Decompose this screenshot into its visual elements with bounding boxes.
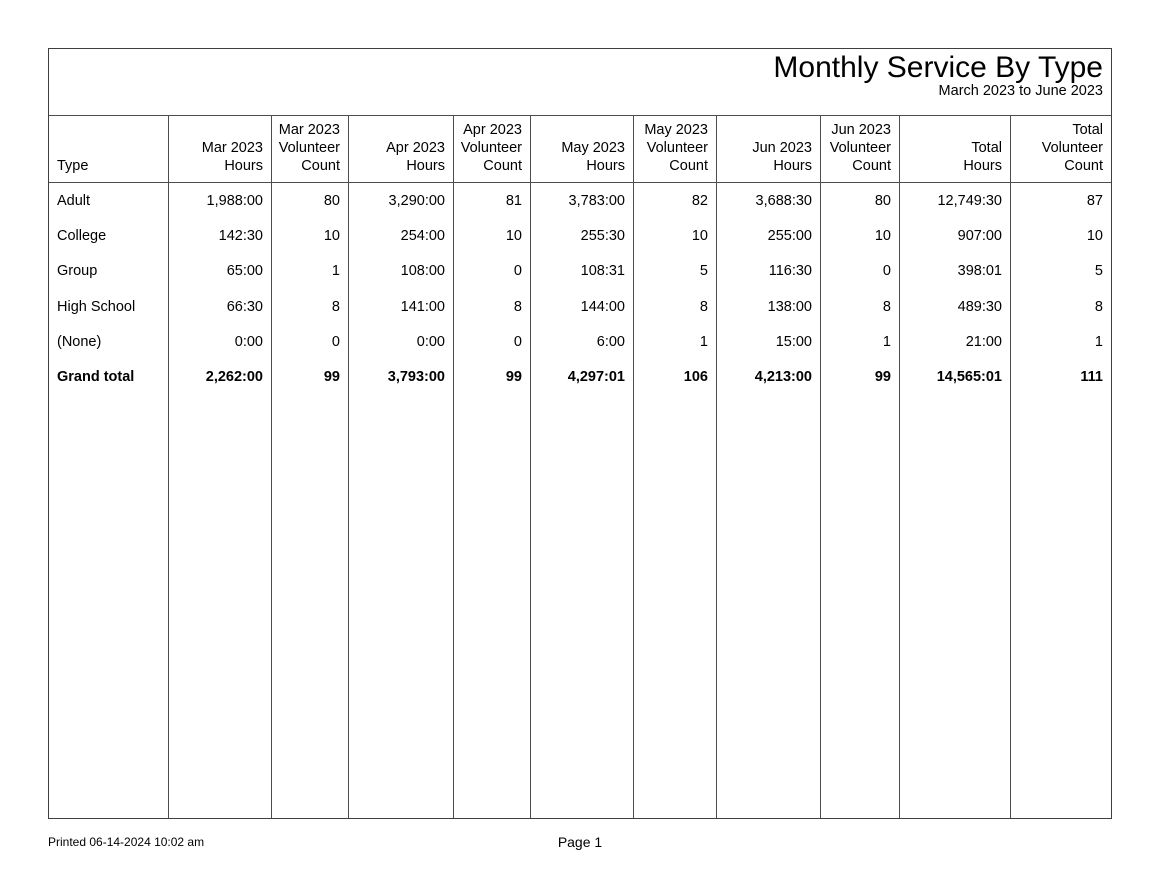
table-cell: 0 [454, 324, 531, 360]
table-cell: 10 [272, 218, 349, 254]
table-cell: 3,783:00 [531, 183, 634, 219]
row-label: College [49, 218, 169, 254]
table-cell: 10 [454, 218, 531, 254]
empty-column-space [900, 394, 1011, 818]
table-cell: 108:31 [531, 253, 634, 289]
table-cell: 254:00 [349, 218, 454, 254]
column-header: May 2023 Volunteer Count [634, 116, 717, 183]
row-label: Group [49, 253, 169, 289]
table-cell: 255:00 [717, 218, 821, 254]
grand-total-cell: 111 [1080, 369, 1103, 386]
empty-column-space [634, 394, 717, 818]
table-cell: 3,290:00 [349, 183, 454, 219]
table-cell: 8 [634, 288, 717, 325]
table-cell: 6:00 [531, 324, 634, 360]
table-cell: 1 [634, 324, 717, 360]
table-cell: 5 [1094, 263, 1103, 280]
table-cell: 255:30 [531, 218, 634, 254]
grand-total-cell: 99 [454, 359, 531, 395]
grand-total-cell: 2,262:00 [169, 359, 272, 395]
empty-column-space [821, 394, 900, 818]
column-header: Type [49, 116, 169, 183]
table-cell: 3,688:30 [717, 183, 821, 219]
empty-column-space [454, 394, 531, 818]
empty-column-space [531, 394, 634, 818]
table-cell: 12,749:30 [900, 183, 1011, 219]
table-cell: 87 [1086, 192, 1103, 209]
row-label: Adult [49, 183, 169, 219]
report-date-range: March 2023 to June 2023 [938, 83, 1103, 99]
table-cell: 21:00 [900, 324, 1011, 360]
table-cell: 81 [454, 183, 531, 219]
column-header: Apr 2023 Volunteer Count [454, 116, 531, 183]
table-cell: 116:30 [717, 253, 821, 289]
table-cell: 1,988:00 [169, 183, 272, 219]
grand-total-cell: 3,793:00 [349, 359, 454, 395]
table-cell: 8 [272, 288, 349, 325]
grand-total-cell: Grand total [49, 359, 169, 395]
table-cell: 82 [634, 183, 717, 219]
table-cell: 66:30 [169, 288, 272, 325]
table-cell: 0 [454, 253, 531, 289]
table-cell: 907:00 [900, 218, 1011, 254]
column-header: May 2023 Hours [531, 116, 634, 183]
report-table: Type Mar 2023 Hours Mar 2023 Volunteer Cou… [49, 116, 1111, 818]
table-cell: 1 [821, 324, 900, 360]
printed-timestamp: Printed 06-14-2024 10:02 am [48, 835, 205, 849]
empty-column-space [717, 394, 821, 818]
table-cell: 0 [821, 253, 900, 289]
table-cell: 10 [821, 218, 900, 254]
table-cell: 8 [454, 288, 531, 325]
report-title: Monthly Service By Type [773, 51, 1103, 84]
table-cell: 144:00 [531, 288, 634, 325]
table-cell: 489:30 [900, 288, 1011, 325]
grand-total-cell: 106 [634, 359, 717, 395]
report-header: Monthly Service By Type March 2023 to Ju… [49, 49, 1111, 116]
page-number: Page 1 [557, 834, 603, 850]
empty-column-space [49, 394, 169, 818]
empty-column-space [272, 394, 349, 818]
column-header: Jun 2023 Hours [717, 116, 821, 183]
report-container: Monthly Service By Type March 2023 to Ju… [48, 48, 1112, 819]
table-cell: 0:00 [169, 324, 272, 360]
table-cell: 0 [272, 324, 349, 360]
table-cell: 5 [634, 253, 717, 289]
table-cell: 398:01 [900, 253, 1011, 289]
table-cell: 65:00 [169, 253, 272, 289]
grand-total-cell: 99 [272, 359, 349, 395]
table-cell: 80 [272, 183, 349, 219]
column-header: Mar 2023 Hours [169, 116, 272, 183]
table-cell: 8 [1094, 298, 1103, 315]
grand-total-cell: 99 [821, 359, 900, 395]
table-cell: 138:00 [717, 288, 821, 325]
column-header: Apr 2023 Hours [349, 116, 454, 183]
empty-column-space [169, 394, 272, 818]
table-cell: 8 [821, 288, 900, 325]
column-header: Total Volunteer Count [1011, 116, 1111, 183]
row-label: (None) [49, 324, 169, 360]
column-header: Mar 2023 Volunteer Count [272, 116, 349, 183]
table-cell: 141:00 [349, 288, 454, 325]
table-cell: 15:00 [717, 324, 821, 360]
table-cell: 0:00 [349, 324, 454, 360]
table-cell: 142:30 [169, 218, 272, 254]
empty-column-space [349, 394, 454, 818]
empty-column-space [1011, 395, 1111, 818]
table-cell: 108:00 [349, 253, 454, 289]
table-cell: 10 [634, 218, 717, 254]
grand-total-cell: 4,213:00 [717, 359, 821, 395]
grand-total-cell: 14,565:01 [900, 359, 1011, 395]
table-cell: 10 [1086, 227, 1103, 244]
table-cell: 80 [821, 183, 900, 219]
table-cell: 1 [1094, 333, 1103, 350]
grand-total-cell: 4,297:01 [531, 359, 634, 395]
column-header: Jun 2023 Volunteer Count [821, 116, 900, 183]
column-header: Total Hours [900, 116, 1011, 183]
row-label: High School [49, 288, 169, 325]
table-cell: 1 [272, 253, 349, 289]
